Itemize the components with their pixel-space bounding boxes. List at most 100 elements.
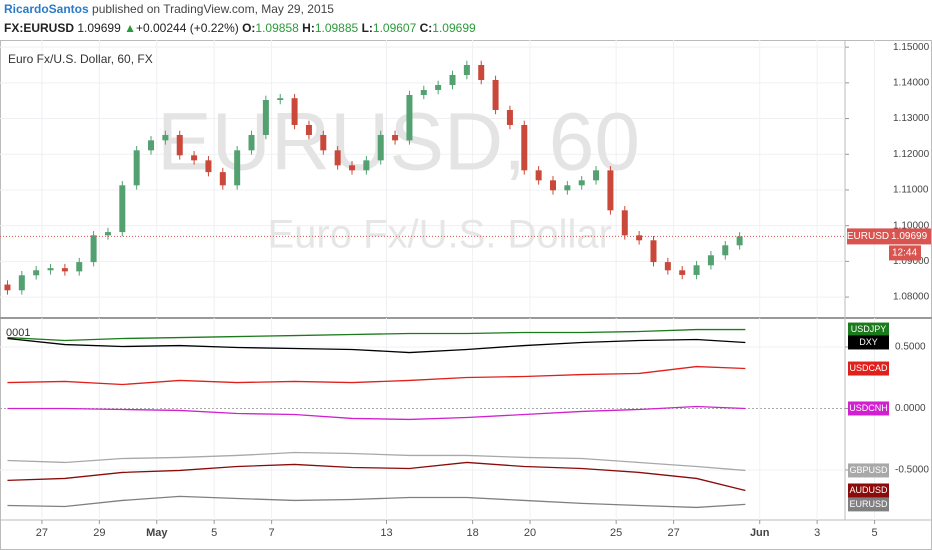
high: 1.09885 xyxy=(315,21,359,35)
y-tick-label: 1.08000 xyxy=(893,292,930,303)
y-tick-label: 1.15000 xyxy=(893,42,930,53)
candle-body xyxy=(722,245,729,256)
x-tick-label: 18 xyxy=(466,527,478,539)
candle-body xyxy=(234,150,241,186)
series-line xyxy=(7,365,746,386)
candle-body xyxy=(47,268,54,271)
y-tick-label: 0.0000 xyxy=(895,403,926,414)
symbol: FX:EURUSD xyxy=(4,21,74,35)
candle-body xyxy=(736,236,743,246)
countdown-box xyxy=(889,245,921,261)
candle-body xyxy=(119,185,126,233)
candle-body xyxy=(420,89,427,95)
legend-label: USDCAD xyxy=(849,363,888,373)
series-line xyxy=(7,461,746,492)
ohlc-line: FX:EURUSD 1.09699 ▲+0.00244 (+0.22%) O:1… xyxy=(4,21,476,35)
candle-body xyxy=(305,124,312,135)
legend-label: GBPUSD xyxy=(849,465,888,475)
x-tick-label: 5 xyxy=(872,527,878,539)
candle-body xyxy=(349,165,356,171)
candle-body xyxy=(492,79,499,110)
candle-body xyxy=(191,155,198,161)
legend-box xyxy=(848,463,889,478)
legend-label: DXY xyxy=(859,337,878,347)
candle-body xyxy=(76,262,83,272)
last-price: 1.09699 xyxy=(891,231,928,242)
candle-body xyxy=(564,185,571,191)
candle-body xyxy=(33,270,40,276)
candle-body xyxy=(148,140,155,151)
candle-body xyxy=(621,210,628,236)
candle-body xyxy=(277,98,284,100)
o-label: O: xyxy=(242,21,255,35)
x-tick-label: 13 xyxy=(380,527,392,539)
candle-body xyxy=(291,98,298,125)
candle-body xyxy=(636,235,643,241)
series-line xyxy=(7,451,746,472)
last: 1.09699 xyxy=(77,21,121,35)
candle-body xyxy=(4,284,11,291)
x-tick-label: 20 xyxy=(524,527,536,539)
countdown: 12:44 xyxy=(892,248,917,259)
series-line xyxy=(7,328,746,342)
x-tick-label: 5 xyxy=(211,527,217,539)
published: published on TradingView.com, May 29, 20… xyxy=(92,2,334,16)
grid-layer xyxy=(0,40,876,520)
legend-box xyxy=(848,497,889,512)
x-tick-label: May xyxy=(146,527,168,539)
series-line xyxy=(7,405,746,421)
candle-body xyxy=(506,109,513,125)
candle-body xyxy=(205,160,212,173)
x-tick-label: Jun xyxy=(750,527,770,539)
close: 1.09699 xyxy=(432,21,476,35)
candle-body xyxy=(650,240,657,263)
legend-box xyxy=(848,483,889,498)
candle-body xyxy=(406,94,413,141)
y-tick-label: 1.13000 xyxy=(893,113,930,124)
candle-body xyxy=(363,160,370,171)
y-tick-label: -0.5000 xyxy=(895,465,929,476)
legend-label: AUDUSD xyxy=(849,485,888,495)
author[interactable]: RicardoSantos xyxy=(4,2,89,16)
candle-body xyxy=(607,170,614,211)
legend-box xyxy=(848,335,889,350)
candle-body xyxy=(320,134,327,151)
y-tick-label: 1.14000 xyxy=(893,77,930,88)
candle-body xyxy=(248,134,255,151)
x-tick-label: 25 xyxy=(610,527,622,539)
low: 1.09607 xyxy=(373,21,417,35)
candle-body xyxy=(521,124,528,171)
y-tick-label: 1.11000 xyxy=(893,185,929,196)
candle-body xyxy=(693,265,700,275)
y-tick-label: 0.5000 xyxy=(895,342,926,353)
candle-body xyxy=(478,64,485,80)
h-label: H: xyxy=(302,21,315,35)
x-tick-label: 29 xyxy=(93,527,105,539)
indicator-label: 0001 xyxy=(6,327,30,339)
series-line xyxy=(7,495,746,509)
legend-box xyxy=(848,361,889,376)
last-symbol: EURUSD xyxy=(847,231,889,242)
x-tick-label: 27 xyxy=(36,527,48,539)
candle-body xyxy=(219,172,226,186)
candle-body xyxy=(377,134,384,161)
candle-body xyxy=(549,180,556,191)
candle-body xyxy=(449,74,456,85)
candle-body xyxy=(90,235,97,263)
watermark-sub: Euro Fx/U.S. Dollar xyxy=(267,213,612,257)
candle-body xyxy=(593,170,600,181)
candle-body xyxy=(18,275,25,291)
candle-body xyxy=(262,99,269,135)
last-price-box xyxy=(889,228,931,245)
candle-body xyxy=(435,84,442,90)
y-tick-label: 1.09000 xyxy=(893,256,930,267)
publish-line: RicardoSantos published on TradingView.c… xyxy=(4,2,334,16)
c-label: C: xyxy=(420,21,433,35)
y-tick-label: 1.12000 xyxy=(893,149,930,160)
x-tick-label: 3 xyxy=(814,527,820,539)
legend-label: EURUSD xyxy=(849,499,888,509)
candle-body xyxy=(535,170,542,181)
legend-label: USDJPY xyxy=(851,324,887,334)
candle-body xyxy=(392,134,399,141)
